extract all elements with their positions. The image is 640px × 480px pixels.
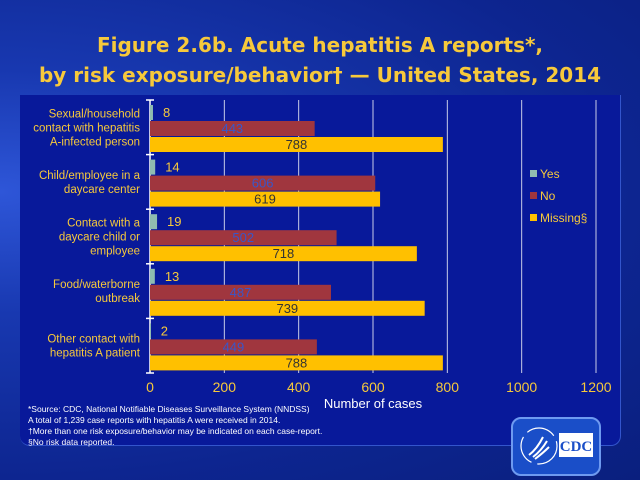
data-label: 788	[286, 137, 308, 152]
footnote-dagger: †More than one risk exposure/behavior ma…	[28, 426, 323, 436]
legend-label: Yes	[540, 167, 560, 181]
data-label: 14	[165, 160, 179, 175]
data-label: 619	[254, 192, 276, 207]
bar-missing	[150, 246, 417, 262]
x-tick-label: 200	[213, 379, 237, 395]
x-tick-label: 0	[146, 379, 154, 395]
x-tick-label: 400	[287, 379, 311, 395]
category-label: contact with hepatitis	[33, 122, 140, 134]
data-label: 449	[223, 339, 245, 354]
category-label: A-infected person	[50, 136, 140, 148]
bar-no	[150, 230, 337, 246]
data-label: 13	[165, 269, 179, 284]
bar-missing	[150, 300, 425, 316]
bar-no	[150, 175, 376, 191]
category-label: outbreak	[95, 293, 140, 305]
category-label: hepatitis A patient	[50, 348, 141, 360]
data-label: 606	[252, 176, 274, 191]
hhs-seal-icon	[520, 427, 558, 465]
footnote-section: §No risk data reported.	[28, 437, 115, 447]
bar-yes	[150, 159, 156, 175]
bar-yes	[150, 268, 155, 284]
category-label: daycare center	[64, 184, 140, 196]
x-axis-label: Number of cases	[324, 396, 423, 411]
bar-missing	[150, 355, 443, 371]
bar-yes	[150, 323, 151, 339]
bar-yes	[150, 214, 158, 230]
legend-swatch	[530, 192, 537, 199]
chart-panel	[20, 95, 621, 446]
bar-yes	[150, 105, 153, 120]
legend-label: Missing§	[540, 211, 587, 225]
bar-no	[150, 284, 332, 300]
bar-missing	[150, 137, 443, 152]
x-tick-label: 1000	[506, 379, 537, 395]
legend-label: No	[540, 189, 556, 203]
data-label: 8	[163, 105, 170, 120]
data-label: 788	[286, 355, 308, 370]
chart-title-line1: Figure 2.6b. Acute hepatitis A reports*,	[96, 33, 544, 57]
footnotes: *Source: CDC, National Notifiable Diseas…	[28, 404, 322, 448]
footnote-total: A total of 1,239 case reports with hepat…	[28, 415, 281, 425]
data-label: 2	[161, 323, 168, 338]
category-label: employee	[90, 246, 140, 258]
x-tick-label: 800	[436, 379, 460, 395]
data-label: 502	[232, 230, 254, 245]
category-label: Sexual/household	[49, 108, 140, 120]
footnote-source: *Source: CDC, National Notifiable Diseas…	[28, 404, 310, 414]
cdc-logo: CDC	[511, 417, 601, 476]
data-label: 718	[273, 246, 295, 261]
legend-swatch	[530, 214, 537, 221]
category-label: daycare child or	[59, 232, 140, 244]
bar-missing	[150, 191, 381, 207]
category-label: Child/employee in a	[39, 170, 141, 182]
chart-title-line2: by risk exposure/behavior† — United Stat…	[38, 63, 602, 87]
cdc-logo-text: CDC	[560, 439, 593, 455]
category-label: Food/waterborne	[53, 279, 140, 291]
data-label: 487	[230, 285, 252, 300]
data-label: 19	[167, 214, 181, 229]
data-label: 739	[276, 301, 298, 316]
bar-no	[150, 339, 317, 355]
category-label: Contact with a	[67, 218, 140, 230]
legend-swatch	[530, 170, 537, 177]
x-tick-label: 600	[361, 379, 385, 395]
x-tick-label: 1200	[580, 379, 611, 395]
category-label: Other contact with	[47, 334, 140, 346]
data-label: 443	[221, 121, 243, 136]
bar-no	[150, 121, 315, 136]
